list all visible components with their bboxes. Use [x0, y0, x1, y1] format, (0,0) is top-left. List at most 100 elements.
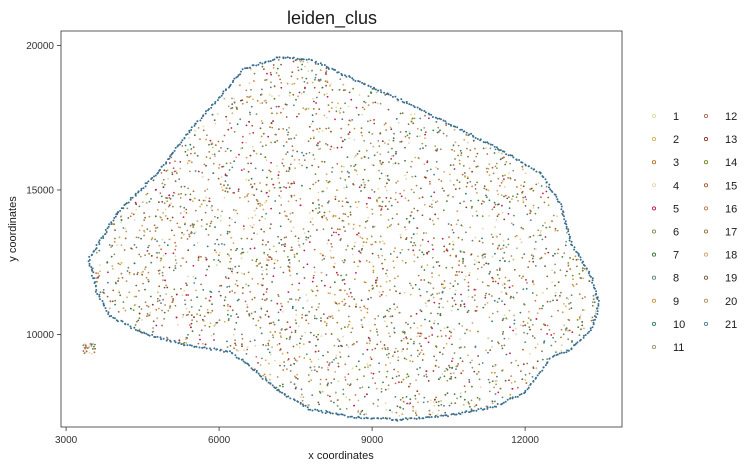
scatter-point: [319, 383, 322, 385]
scatter-point: [463, 305, 466, 308]
scatter-point: [526, 332, 529, 335]
scatter-point: [228, 169, 231, 171]
scatter-point: [237, 298, 240, 301]
scatter-point: [344, 363, 347, 366]
scatter-point: [213, 258, 215, 261]
scatter-point: [484, 256, 486, 258]
y-tick-label: 15000: [26, 185, 54, 196]
scatter-point: [428, 205, 431, 208]
scatter-point: [199, 205, 202, 208]
scatter-point: [563, 218, 566, 221]
scatter-point: [460, 224, 463, 227]
scatter-point: [354, 163, 357, 166]
scatter-point: [169, 340, 172, 343]
scatter-point: [321, 86, 324, 89]
scatter-point: [385, 409, 388, 411]
scatter-point: [317, 142, 319, 145]
scatter-point: [423, 375, 426, 377]
scatter-point: [387, 356, 390, 359]
scatter-point: [391, 355, 394, 358]
scatter-point: [337, 365, 340, 368]
scatter-point: [488, 390, 491, 393]
scatter-point: [394, 396, 397, 398]
scatter-point: [279, 308, 282, 311]
scatter-point: [395, 181, 398, 184]
scatter-point: [325, 70, 328, 73]
scatter-point: [156, 209, 159, 211]
scatter-point: [328, 362, 331, 364]
scatter-point: [285, 236, 288, 239]
scatter-point: [328, 200, 330, 203]
scatter-point: [461, 360, 464, 363]
scatter-point: [205, 156, 208, 158]
scatter-point: [315, 317, 318, 320]
scatter-point: [491, 255, 494, 258]
scatter-point: [524, 163, 527, 166]
scatter-point: [230, 248, 232, 251]
scatter-point: [270, 223, 272, 226]
scatter-point: [466, 147, 468, 150]
scatter-point: [268, 378, 271, 381]
scatter-point: [235, 156, 238, 159]
scatter-point: [448, 337, 451, 340]
scatter-point: [568, 319, 571, 321]
scatter-point: [491, 380, 494, 382]
scatter-point: [390, 223, 393, 226]
scatter-point: [448, 366, 451, 369]
scatter-point: [538, 307, 541, 310]
scatter-point: [367, 366, 369, 369]
scatter-point: [480, 202, 483, 205]
scatter-point: [293, 256, 296, 258]
scatter-point: [302, 266, 305, 269]
scatter-point: [275, 250, 278, 253]
scatter-point: [82, 350, 85, 352]
scatter-point: [354, 394, 357, 396]
scatter-point: [434, 149, 437, 152]
scatter-point: [449, 282, 452, 285]
scatter-point: [501, 284, 504, 287]
scatter-point: [311, 114, 314, 117]
scatter-point: [298, 346, 301, 349]
scatter-point: [488, 215, 490, 217]
scatter-point: [452, 144, 455, 147]
scatter-point: [268, 169, 271, 172]
scatter-point: [446, 200, 448, 203]
scatter-point: [249, 340, 252, 343]
scatter-point: [255, 152, 258, 155]
scatter-point: [187, 313, 190, 316]
scatter-point: [376, 331, 378, 333]
scatter-point: [389, 362, 392, 365]
scatter-point: [108, 315, 111, 318]
scatter-point: [541, 358, 544, 361]
scatter-point: [510, 382, 513, 384]
scatter-point: [234, 339, 236, 341]
scatter-point: [265, 244, 267, 246]
scatter-point: [402, 400, 405, 403]
scatter-point: [381, 347, 384, 350]
scatter-point: [282, 56, 285, 59]
scatter-point: [286, 368, 288, 370]
scatter-point: [405, 336, 407, 339]
scatter-point: [122, 227, 125, 229]
scatter-point: [182, 257, 185, 260]
scatter-point: [277, 295, 280, 298]
scatter-point: [454, 141, 457, 144]
scatter-point: [264, 314, 267, 316]
scatter-point: [488, 174, 491, 177]
scatter-point: [201, 346, 204, 349]
scatter-point: [240, 237, 243, 240]
scatter-point: [457, 363, 460, 365]
scatter-point: [367, 95, 370, 97]
scatter-point: [161, 219, 163, 221]
scatter-point: [253, 369, 255, 372]
scatter-point: [305, 152, 308, 155]
scatter-point: [485, 262, 488, 265]
scatter-point: [94, 285, 97, 288]
scatter-point: [333, 262, 336, 265]
scatter-point: [261, 65, 264, 68]
scatter-point: [436, 292, 438, 295]
scatter-point: [408, 137, 411, 139]
scatter-point: [372, 101, 374, 104]
scatter-point: [529, 319, 532, 321]
scatter-point: [224, 276, 227, 278]
